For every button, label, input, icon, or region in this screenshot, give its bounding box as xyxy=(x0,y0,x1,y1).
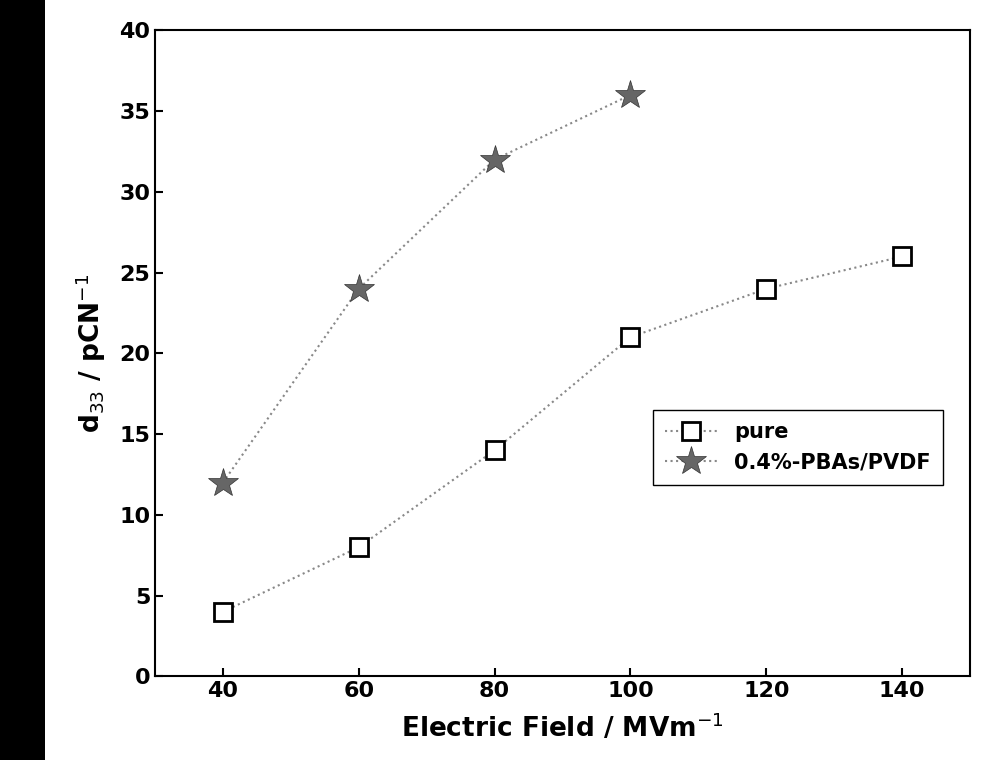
pure xyxy=(896,252,908,261)
X-axis label: Electric Field / MVm$^{-1}$: Electric Field / MVm$^{-1}$ xyxy=(401,712,724,743)
pure xyxy=(353,543,365,552)
pure xyxy=(489,445,501,454)
0.4%-PBAs/PVDF xyxy=(217,478,229,487)
pure xyxy=(760,284,772,293)
0.4%-PBAs/PVDF xyxy=(489,155,501,164)
Legend: pure, 0.4%-PBAs/PVDF: pure, 0.4%-PBAs/PVDF xyxy=(653,410,943,485)
0.4%-PBAs/PVDF xyxy=(353,284,365,293)
pure xyxy=(624,333,636,342)
0.4%-PBAs/PVDF xyxy=(624,90,636,100)
pure xyxy=(217,607,229,616)
Line: pure: pure xyxy=(214,248,911,621)
Line: 0.4%-PBAs/PVDF: 0.4%-PBAs/PVDF xyxy=(208,80,646,498)
Y-axis label: d$_{33}$ / pCN$^{-1}$: d$_{33}$ / pCN$^{-1}$ xyxy=(73,274,108,433)
